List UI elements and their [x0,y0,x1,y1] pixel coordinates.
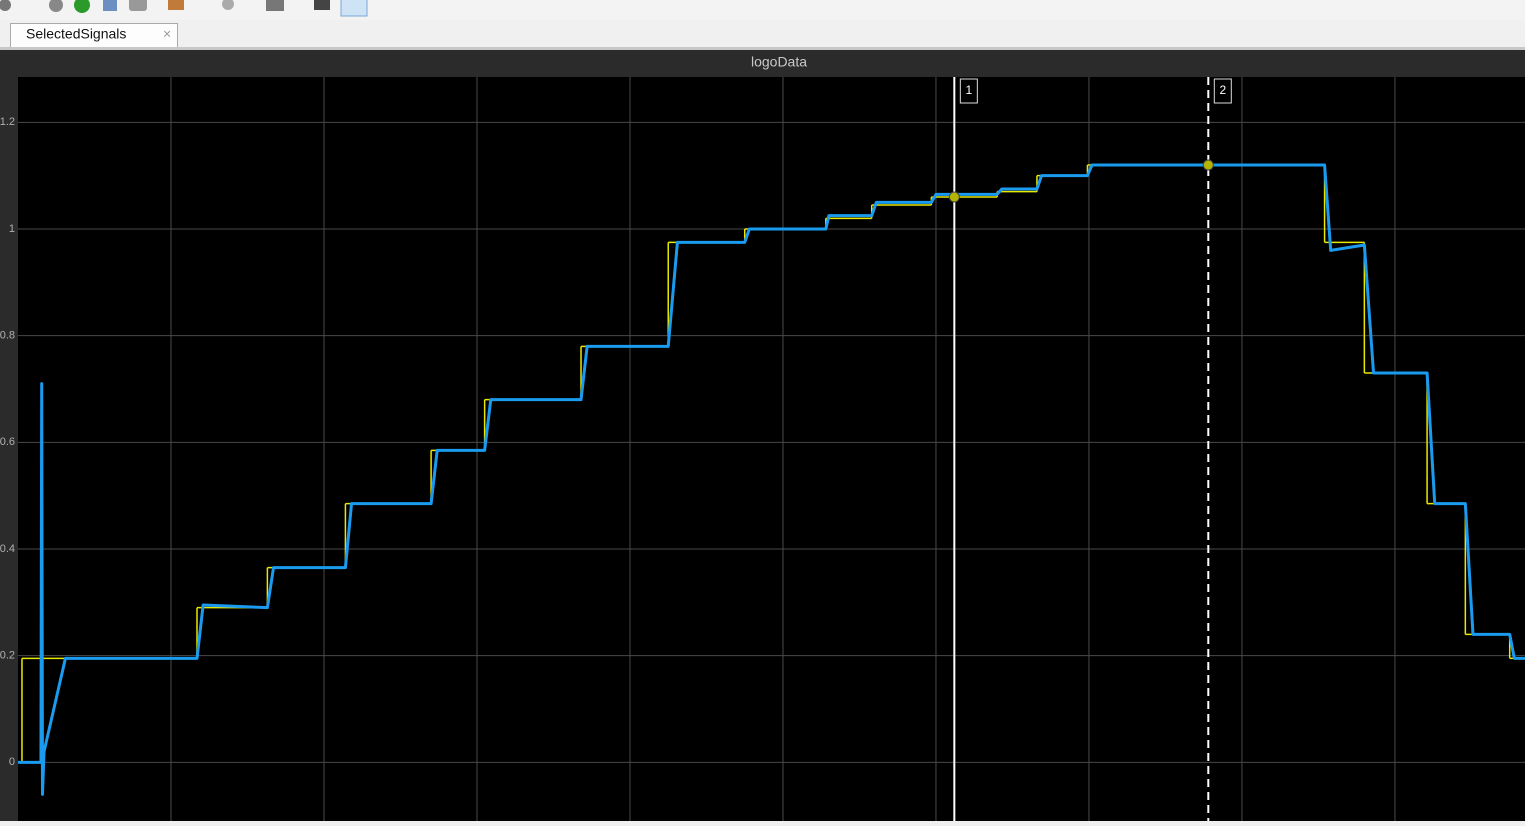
toolbar [0,0,1525,20]
cursor-marker [1202,159,1214,171]
tab-close[interactable]: × [163,26,171,42]
chart-title: logoData [751,54,807,70]
style-icon[interactable] [314,0,330,10]
signal-line [18,163,1525,796]
run-icon[interactable] [74,0,90,13]
triggers-icon[interactable] [222,0,234,10]
cursor-label: 1 [965,83,972,97]
highlight-icon[interactable] [168,0,184,10]
config-icon[interactable] [49,0,63,12]
toolbar-icons [0,0,368,17]
cursor-icon[interactable] [340,0,368,17]
y-tick-label: 0.4 [0,543,15,555]
stop-icon[interactable] [129,0,147,11]
cursor-marker [948,191,960,203]
separator [0,47,1525,50]
step-icon[interactable] [103,0,117,11]
cursor-label: 2 [1219,83,1226,97]
y-tick-label: 1 [9,223,15,235]
plot-area [18,77,1525,821]
tab-label: SelectedSignals [26,26,126,42]
settings-icon[interactable] [0,0,11,11]
cursor-tag [959,78,978,104]
cursor-tag [1213,78,1232,104]
y-tick-label: 0.6 [0,436,15,448]
y-tick-label: 0.8 [0,330,15,342]
y-tick-label: 0 [9,756,15,768]
y-tick-label: 0.2 [0,650,15,662]
zoom-icon[interactable] [266,0,284,11]
tab-bar [0,20,1525,47]
y-tick-label: 1.2 [0,116,15,128]
